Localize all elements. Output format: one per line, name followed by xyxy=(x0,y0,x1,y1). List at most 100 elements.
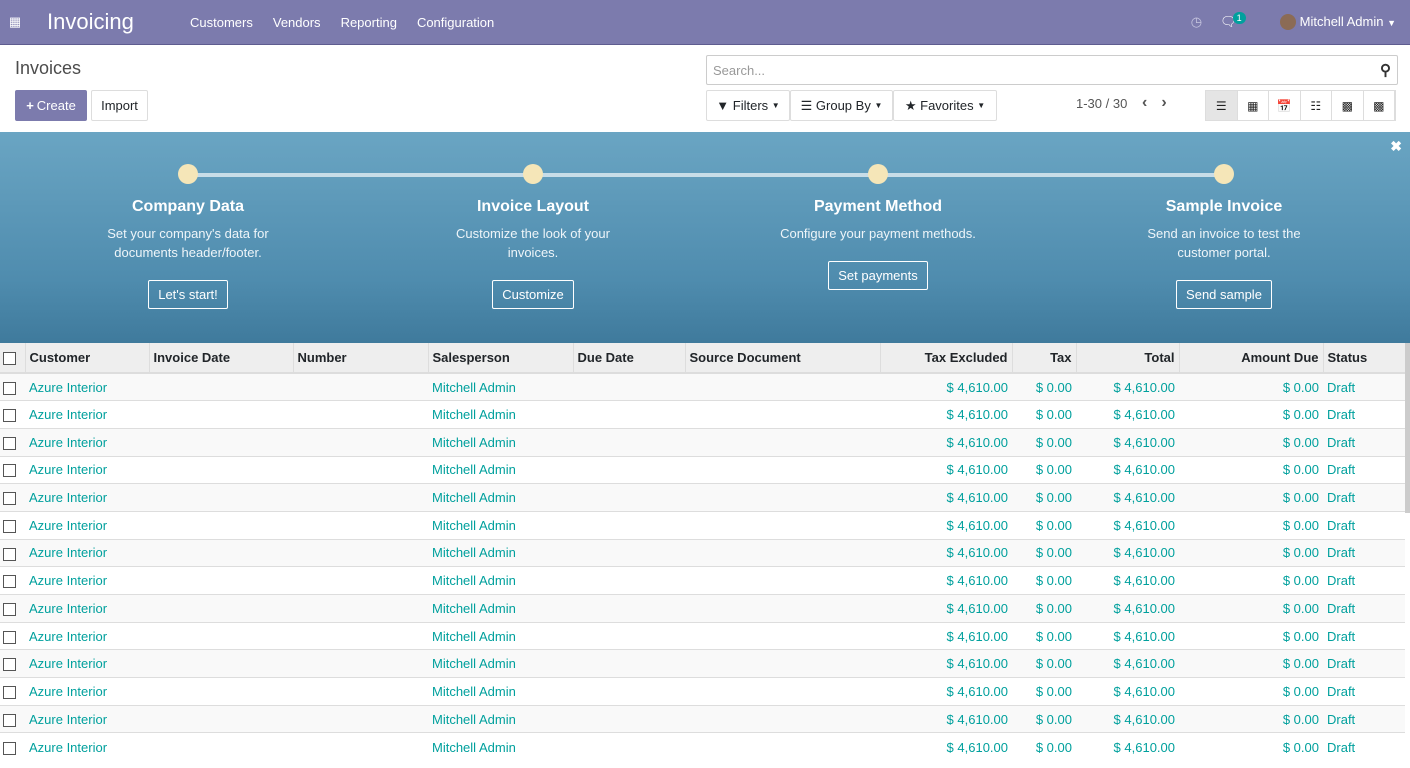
col-tax-excluded[interactable]: Tax Excluded xyxy=(879,343,1012,374)
row-checkbox[interactable] xyxy=(3,685,16,699)
table-row[interactable]: Azure Interior Mitchell Admin $ 4,610.00… xyxy=(0,649,1405,678)
create-button[interactable]: + Create xyxy=(15,90,87,121)
chat-icon[interactable]: 🗨 xyxy=(1220,14,1237,29)
filters-button[interactable]: ▼ Filters ▼ xyxy=(706,90,790,121)
search-icon[interactable]: ⚲ xyxy=(1380,62,1391,79)
col-source-document[interactable]: Source Document xyxy=(684,343,880,374)
list-view-icon[interactable]: ☰ xyxy=(1206,91,1238,120)
scrollbar[interactable] xyxy=(1405,343,1410,513)
row-checkbox[interactable] xyxy=(3,492,16,506)
row-checkbox[interactable] xyxy=(3,464,16,478)
salesperson-cell[interactable]: Mitchell Admin xyxy=(428,372,573,401)
salesperson-cell[interactable]: Mitchell Admin xyxy=(428,732,573,761)
table-row[interactable]: Azure Interior Mitchell Admin $ 4,610.00… xyxy=(0,566,1405,595)
table-row[interactable]: Azure Interior Mitchell Admin $ 4,610.00… xyxy=(0,455,1405,484)
app-name[interactable]: Invoicing xyxy=(47,9,134,34)
customer-cell[interactable]: Azure Interior xyxy=(25,538,149,567)
user-menu[interactable]: Mitchell Admin ▼ xyxy=(1279,14,1396,31)
customer-cell[interactable]: Azure Interior xyxy=(25,372,149,401)
col-due-date[interactable]: Due Date xyxy=(572,343,685,374)
row-checkbox[interactable] xyxy=(3,381,16,395)
customer-cell[interactable]: Azure Interior xyxy=(25,566,149,595)
customer-cell[interactable]: Azure Interior xyxy=(25,594,149,623)
pager-value[interactable]: 1-30 / 30 xyxy=(1076,96,1128,111)
row-checkbox[interactable] xyxy=(3,547,16,561)
table-row[interactable]: Azure Interior Mitchell Admin $ 4,610.00… xyxy=(0,427,1405,457)
menu-configuration[interactable]: Configuration xyxy=(416,14,495,30)
customer-cell[interactable]: Azure Interior xyxy=(25,732,149,761)
table-row[interactable]: Azure Interior Mitchell Admin $ 4,610.00… xyxy=(0,704,1405,733)
col-amount-due[interactable]: Amount Due xyxy=(1178,343,1323,374)
table-row[interactable]: Azure Interior Mitchell Admin $ 4,610.00… xyxy=(0,621,1405,650)
search-input[interactable]: Search... ⚲ xyxy=(706,55,1398,85)
salesperson-cell[interactable]: Mitchell Admin xyxy=(428,566,573,595)
salesperson-cell[interactable]: Mitchell Admin xyxy=(428,483,573,512)
row-checkbox[interactable] xyxy=(3,409,16,423)
customer-cell[interactable]: Azure Interior xyxy=(25,455,149,484)
set-payments-button[interactable]: Set payments xyxy=(828,261,928,290)
lets-start-button[interactable]: Let's start! xyxy=(148,280,228,309)
salesperson-cell[interactable]: Mitchell Admin xyxy=(428,704,573,733)
customer-cell[interactable]: Azure Interior xyxy=(25,427,149,457)
group-by-button[interactable]: ☰ Group By ▼ xyxy=(790,90,893,121)
grid-view-icon[interactable]: ▩ xyxy=(1364,91,1395,120)
clock-icon[interactable]: ◷ xyxy=(1190,14,1203,29)
salesperson-cell[interactable]: Mitchell Admin xyxy=(428,594,573,623)
close-icon[interactable]: ✖ xyxy=(1390,138,1402,154)
col-number[interactable]: Number xyxy=(292,343,428,374)
import-button[interactable]: Import xyxy=(91,90,148,121)
apps-grid-icon[interactable]: ▦ xyxy=(8,14,22,29)
col-invoice-date[interactable]: Invoice Date xyxy=(148,343,293,374)
row-checkbox[interactable] xyxy=(3,630,16,644)
customer-cell[interactable]: Azure Interior xyxy=(25,621,149,650)
table-row[interactable]: Azure Interior Mitchell Admin $ 4,610.00… xyxy=(0,732,1405,761)
salesperson-cell[interactable]: Mitchell Admin xyxy=(428,400,573,429)
select-all-checkbox[interactable] xyxy=(3,352,16,366)
col-customer[interactable]: Customer xyxy=(24,343,149,374)
calendar-view-icon[interactable]: 📅 xyxy=(1269,91,1301,120)
customer-cell[interactable]: Azure Interior xyxy=(25,510,149,540)
row-checkbox[interactable] xyxy=(3,602,16,616)
customer-cell[interactable]: Azure Interior xyxy=(25,483,149,512)
pivot-view-icon[interactable]: ☷ xyxy=(1301,91,1332,120)
row-checkbox[interactable] xyxy=(3,713,16,727)
customer-cell[interactable]: Azure Interior xyxy=(25,677,149,706)
table-row[interactable]: Azure Interior Mitchell Admin $ 4,610.00… xyxy=(0,677,1405,706)
salesperson-cell[interactable]: Mitchell Admin xyxy=(428,455,573,484)
salesperson-cell[interactable]: Mitchell Admin xyxy=(428,538,573,567)
salesperson-cell[interactable]: Mitchell Admin xyxy=(428,649,573,678)
table-row[interactable]: Azure Interior Mitchell Admin $ 4,610.00… xyxy=(0,538,1405,567)
table-row[interactable]: Azure Interior Mitchell Admin $ 4,610.00… xyxy=(0,400,1405,429)
pager-next-icon[interactable]: › xyxy=(1161,94,1181,111)
salesperson-cell[interactable]: Mitchell Admin xyxy=(428,621,573,650)
row-checkbox[interactable] xyxy=(3,658,16,672)
customer-cell[interactable]: Azure Interior xyxy=(25,400,149,429)
graph-view-icon[interactable]: ▩ xyxy=(1332,91,1364,120)
menu-reporting[interactable]: Reporting xyxy=(340,14,397,30)
customize-button[interactable]: Customize xyxy=(492,280,574,309)
salesperson-cell[interactable]: Mitchell Admin xyxy=(428,427,573,457)
row-checkbox[interactable] xyxy=(3,519,16,533)
row-checkbox[interactable] xyxy=(3,741,16,755)
table-row[interactable]: Azure Interior Mitchell Admin $ 4,610.00… xyxy=(0,372,1405,401)
salesperson-cell[interactable]: Mitchell Admin xyxy=(428,677,573,706)
col-tax[interactable]: Tax xyxy=(1011,343,1076,374)
col-status[interactable]: Status xyxy=(1322,343,1405,374)
customer-cell[interactable]: Azure Interior xyxy=(25,649,149,678)
table-row[interactable]: Azure Interior Mitchell Admin $ 4,610.00… xyxy=(0,594,1405,623)
menu-vendors[interactable]: Vendors xyxy=(272,14,321,30)
table-row[interactable]: Azure Interior Mitchell Admin $ 4,610.00… xyxy=(0,510,1405,540)
pager-previous-icon[interactable]: ‹ xyxy=(1142,94,1162,111)
favorites-button[interactable]: ★ Favorites ▼ xyxy=(893,90,997,121)
table-row[interactable]: Azure Interior Mitchell Admin $ 4,610.00… xyxy=(0,483,1405,512)
salesperson-cell[interactable]: Mitchell Admin xyxy=(428,510,573,540)
row-checkbox[interactable] xyxy=(3,575,16,589)
step-title: Company Data xyxy=(131,198,245,215)
send-sample-button[interactable]: Send sample xyxy=(1176,280,1272,309)
row-checkbox[interactable] xyxy=(3,436,16,450)
kanban-view-icon[interactable]: ▦ xyxy=(1238,91,1269,120)
customer-cell[interactable]: Azure Interior xyxy=(25,704,149,733)
col-salesperson[interactable]: Salesperson xyxy=(427,343,573,374)
menu-customers[interactable]: Customers xyxy=(190,14,253,30)
col-total[interactable]: Total xyxy=(1075,343,1179,374)
